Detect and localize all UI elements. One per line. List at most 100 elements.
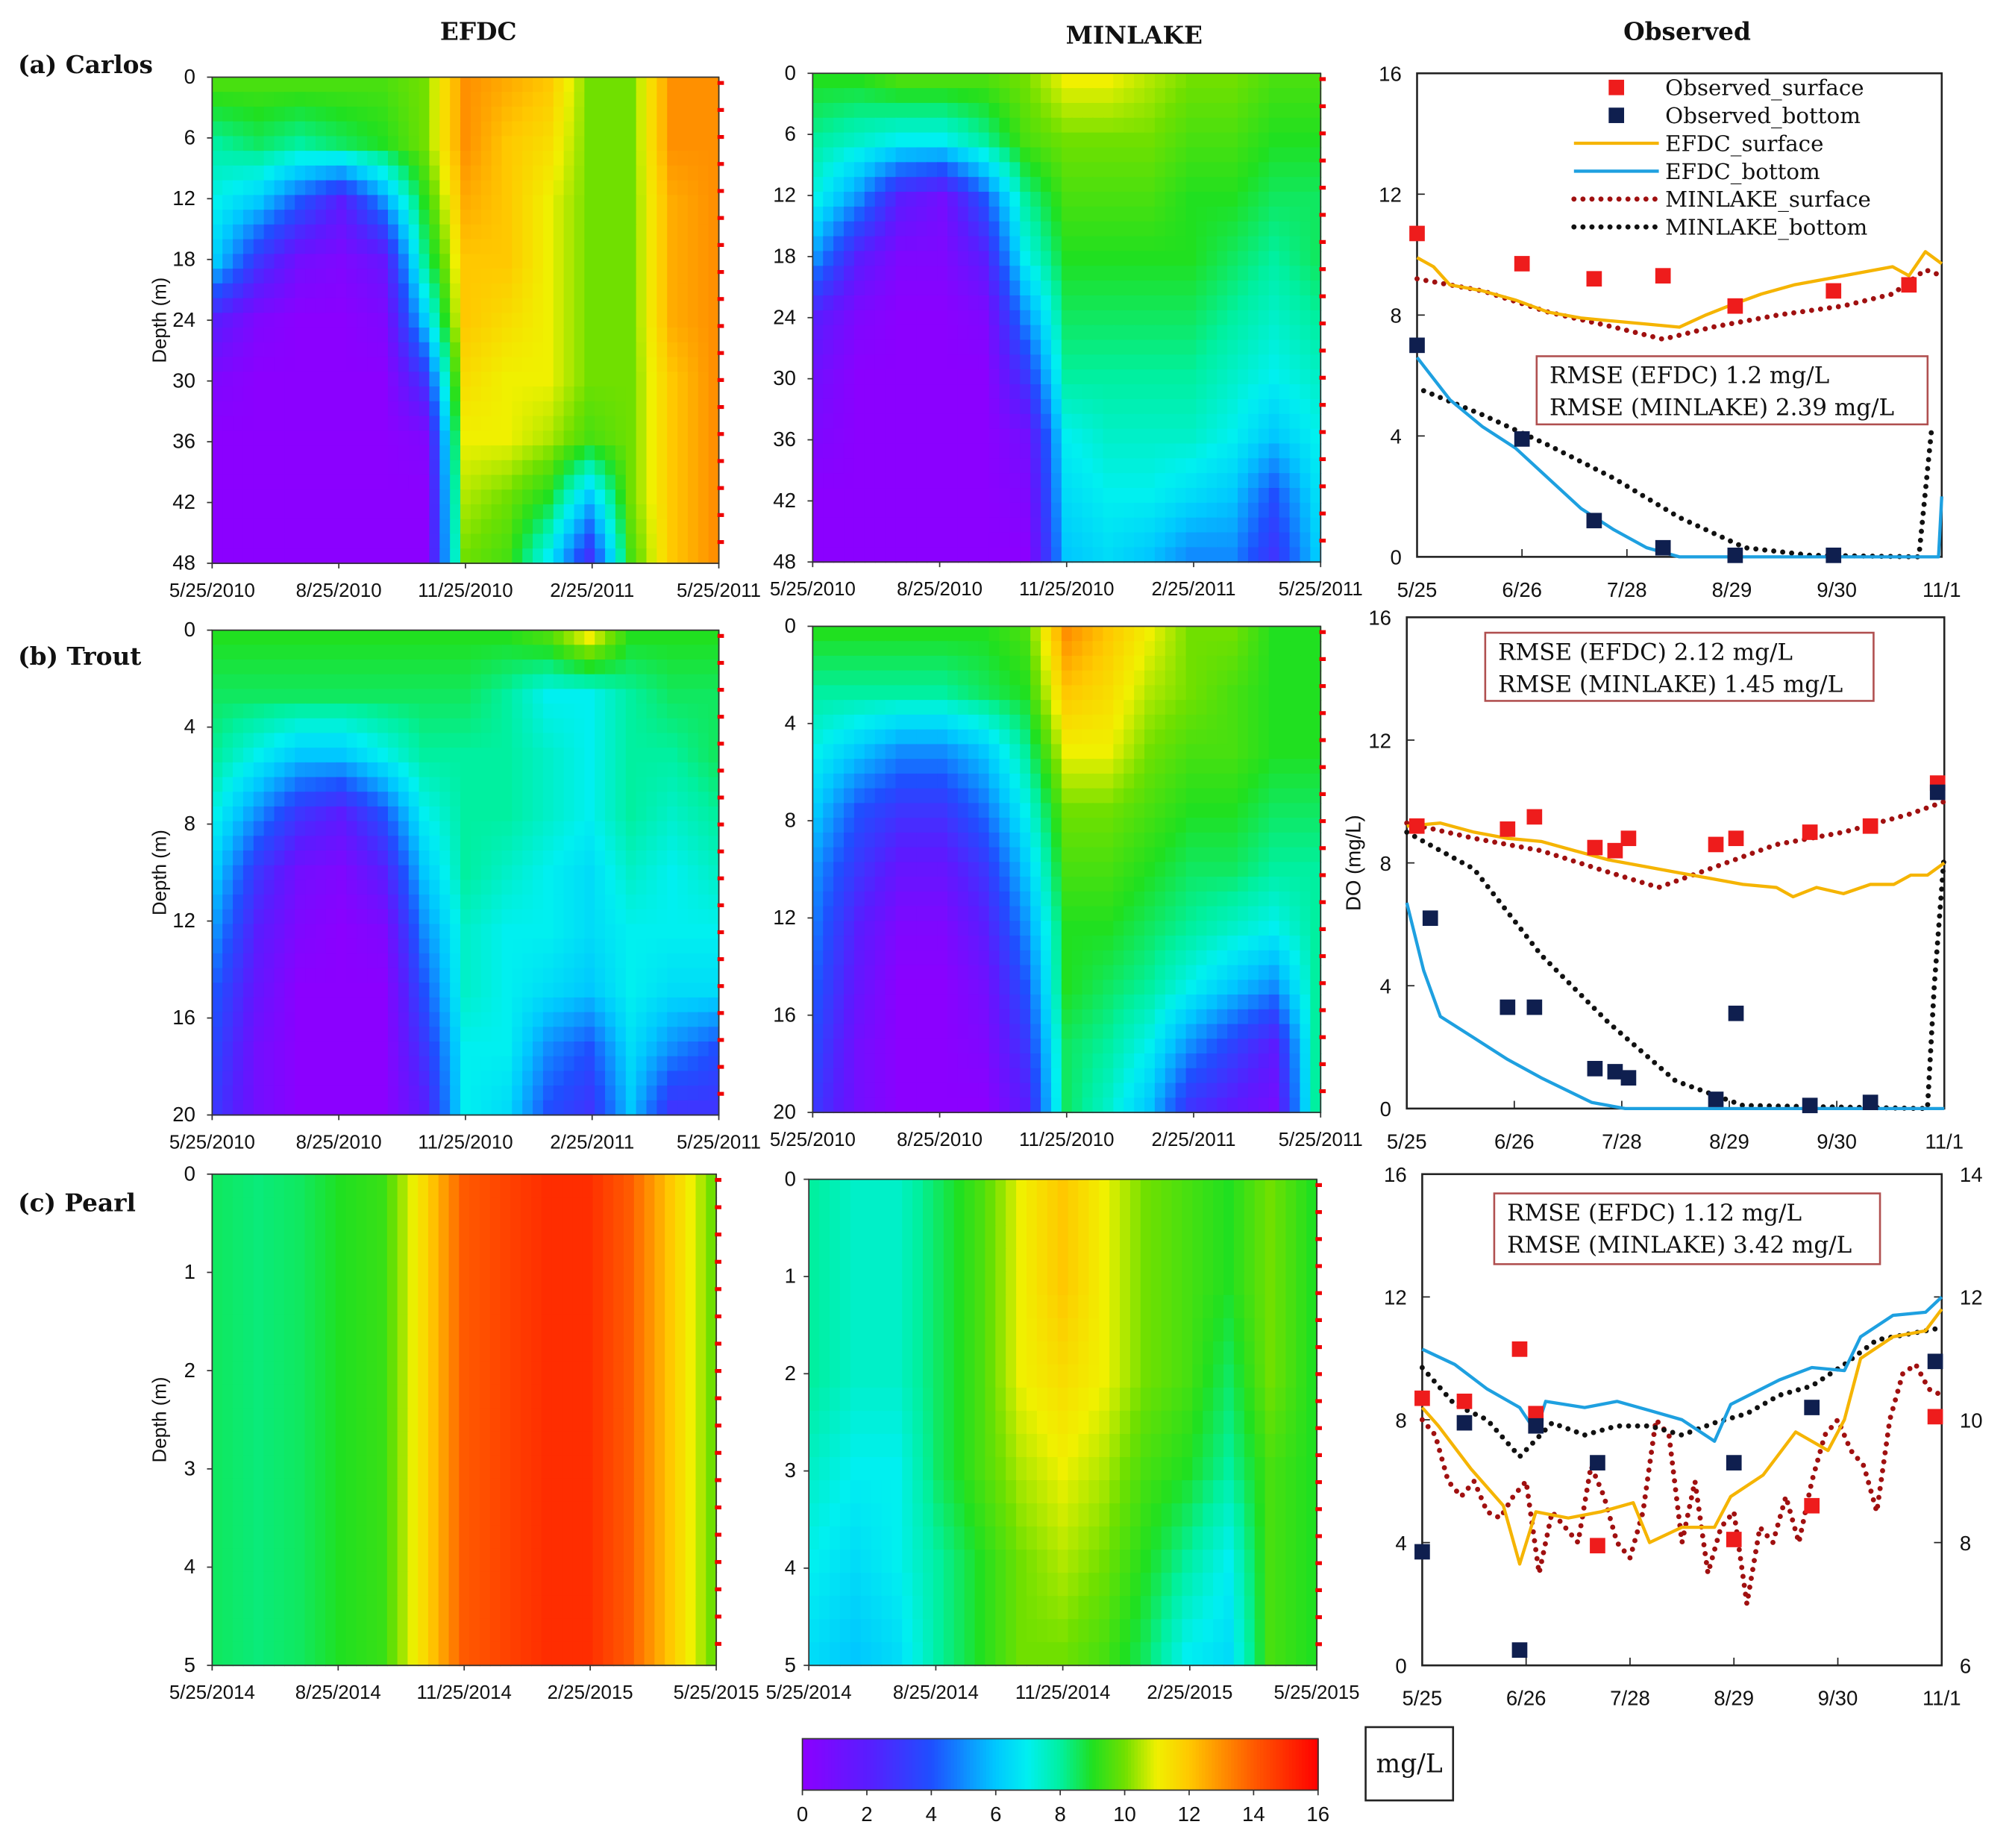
heatmap-cell xyxy=(625,283,637,299)
heatmap-cell xyxy=(460,880,471,896)
heatmap-cell xyxy=(687,924,699,940)
heatmap-cell xyxy=(927,73,938,90)
heatmap-cell xyxy=(284,165,296,181)
heatmap-cell xyxy=(542,548,554,565)
heatmap-cell xyxy=(491,689,503,705)
heatmap-cell xyxy=(242,1071,254,1087)
heatmap-cell xyxy=(656,180,668,196)
heatmap-cell xyxy=(916,206,928,222)
heatmap-cell xyxy=(429,689,441,705)
heatmap-cell xyxy=(263,1027,275,1043)
heatmap-cell xyxy=(336,77,348,93)
heatmap-cell xyxy=(1206,251,1218,267)
heatmap-cell xyxy=(212,210,224,225)
heatmap-cell xyxy=(1113,73,1125,90)
heatmap-cell xyxy=(480,224,492,240)
heatmap-cell xyxy=(656,136,668,152)
heatmap-cell xyxy=(325,704,337,719)
heatmap-cell xyxy=(460,445,471,461)
heatmap-cell xyxy=(263,136,275,152)
heatmap-cell xyxy=(357,689,369,705)
heatmap-cell xyxy=(1092,236,1104,252)
heatmap-cell xyxy=(1247,339,1259,356)
heatmap-cell xyxy=(937,206,949,222)
heatmap-cell xyxy=(1217,295,1229,311)
heatmap-cell xyxy=(978,428,990,445)
heatmap-cell xyxy=(429,430,441,447)
heatmap-cell xyxy=(957,117,969,134)
heatmap-cell xyxy=(1185,398,1197,415)
heatmap-cell xyxy=(242,704,254,719)
heatmap-cell xyxy=(263,533,275,550)
heatmap-cell xyxy=(460,224,471,240)
heatmap-cell xyxy=(636,548,648,565)
heatmap-cell xyxy=(491,328,503,343)
heatmap-cell xyxy=(398,210,410,225)
heatmap-cell xyxy=(698,983,709,998)
depth-marker-tick xyxy=(1319,239,1326,244)
heatmap-cell xyxy=(584,357,596,373)
depth-marker-tick xyxy=(717,189,724,193)
heatmap-cell xyxy=(812,325,824,341)
heatmap-cell xyxy=(895,236,907,252)
heatmap-cell xyxy=(978,354,990,371)
heatmap-cell xyxy=(999,192,1011,207)
heatmap-cell xyxy=(1217,532,1229,548)
heatmap-cell xyxy=(450,430,462,447)
heatmap-cell xyxy=(408,1100,420,1116)
date-tick-label: 5/25/2011 xyxy=(1279,579,1363,600)
heatmap-cell xyxy=(1289,502,1301,519)
heatmap-cell xyxy=(512,689,524,705)
heatmap-cell xyxy=(698,269,709,284)
heatmap-cell xyxy=(687,386,699,402)
heatmap-cell xyxy=(1227,295,1239,311)
heatmap-cell xyxy=(284,77,296,93)
heatmap-cell xyxy=(895,73,907,90)
heatmap-cell xyxy=(625,983,637,998)
heatmap-cell xyxy=(1020,517,1032,533)
heatmap-cell xyxy=(646,733,658,749)
heatmap-cell xyxy=(357,821,369,837)
heatmap-cell xyxy=(574,851,586,866)
heatmap-cell xyxy=(1050,132,1062,148)
heatmap-cell xyxy=(512,504,524,520)
heatmap-cell xyxy=(844,221,855,237)
heatmap-cell xyxy=(305,416,317,432)
heatmap-cell xyxy=(325,1042,337,1057)
heatmap-cell xyxy=(595,733,607,749)
heatmap-cell xyxy=(542,777,554,793)
heatmap-cell xyxy=(357,1086,369,1101)
heatmap-cell xyxy=(1061,236,1073,252)
heatmap-cell xyxy=(1258,413,1270,430)
heatmap-cell xyxy=(667,748,679,763)
heatmap-cell xyxy=(1238,162,1249,178)
heatmap-cell xyxy=(1310,310,1322,326)
heatmap-cell xyxy=(708,968,720,984)
heatmap-cell xyxy=(906,413,918,430)
heatmap-cell xyxy=(305,733,317,749)
heatmap-cell xyxy=(522,372,534,388)
heatmap-cell xyxy=(625,460,637,476)
depth-marker-tick xyxy=(1319,294,1326,298)
heatmap-cell xyxy=(387,895,399,910)
heatmap-cell xyxy=(1071,532,1083,548)
heatmap-cell xyxy=(336,210,348,225)
heatmap-cell xyxy=(864,413,876,430)
heatmap-cell xyxy=(533,1056,544,1072)
heatmap-cell xyxy=(1154,443,1166,460)
heatmap-cell xyxy=(595,180,607,196)
heatmap-cell xyxy=(501,953,513,969)
heatmap-cell xyxy=(1185,310,1197,326)
heatmap-cell xyxy=(1238,281,1249,297)
legend-label: MINLAKE_bottom xyxy=(1665,215,1867,241)
heatmap-cell xyxy=(1103,162,1115,178)
heatmap-cell xyxy=(853,206,865,222)
heatmap-cell xyxy=(408,92,420,107)
heatmap-cell xyxy=(916,192,928,207)
heatmap-cell xyxy=(595,762,607,778)
heatmap-cell xyxy=(377,106,389,122)
heatmap-cell xyxy=(615,704,627,719)
heatmap-cell xyxy=(574,239,586,255)
heatmap-cell xyxy=(708,718,720,734)
